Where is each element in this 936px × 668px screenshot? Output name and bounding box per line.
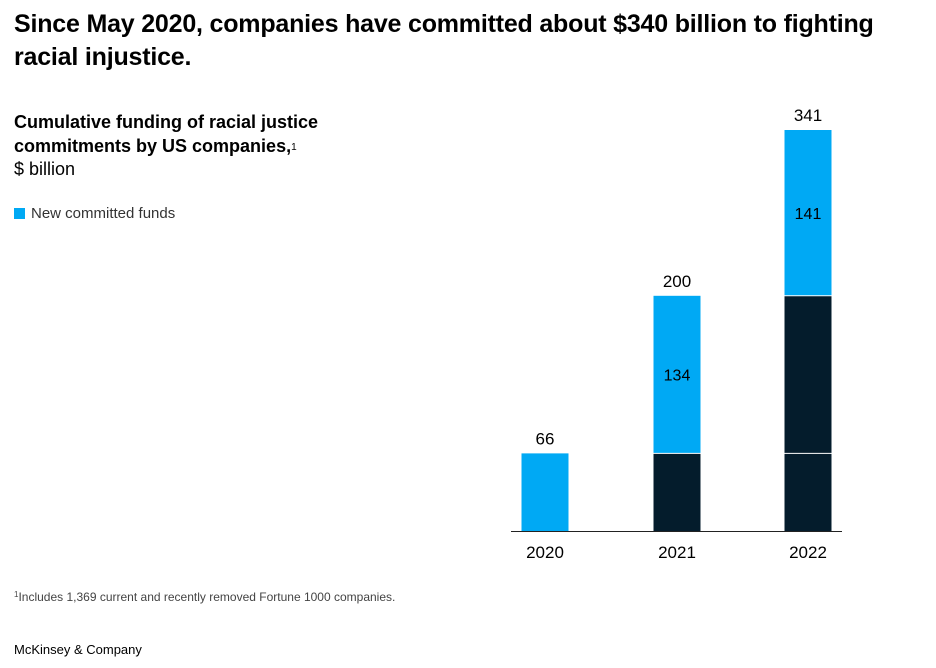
unit-label: $ billion — [14, 159, 76, 179]
footnote-text: Includes 1,369 current and recently remo… — [18, 590, 396, 604]
legend-swatch-new-funds — [14, 208, 25, 219]
total-label-2022: 341 — [794, 106, 822, 125]
segment-label-2021: 134 — [664, 368, 691, 385]
chart-headline: Since May 2020, companies have committed… — [14, 10, 874, 71]
bar-segment-prior-2022 — [784, 295, 832, 531]
x-tick-label-2020: 2020 — [526, 543, 564, 562]
x-tick-label-2022: 2022 — [789, 543, 827, 562]
bar-segment-prior-2021 — [653, 453, 701, 531]
subtitle-text: Cumulative funding of racial justice com… — [14, 112, 319, 156]
footnote-mark: 1 — [14, 590, 19, 599]
bar-segment-new-2022 — [784, 130, 832, 296]
legend-label-new-funds: New committed funds — [31, 205, 176, 222]
total-label-2020: 66 — [536, 429, 555, 448]
x-tick-label-2021: 2021 — [658, 543, 696, 562]
chart-subtitle: Cumulative funding of racial justice com… — [14, 110, 374, 158]
segment-label-2022: 141 — [795, 206, 822, 223]
bar-segment-new-2021 — [653, 295, 701, 454]
chart-legend: New committed funds — [14, 205, 175, 222]
subtitle-footnote-mark: 1 — [291, 142, 297, 153]
brand-name: McKinsey & Company — [14, 642, 142, 657]
total-label-2021: 200 — [663, 272, 691, 291]
footnote: 1Includes 1,369 current and recently rem… — [14, 590, 395, 604]
bar-segment-new-2020 — [521, 453, 569, 531]
